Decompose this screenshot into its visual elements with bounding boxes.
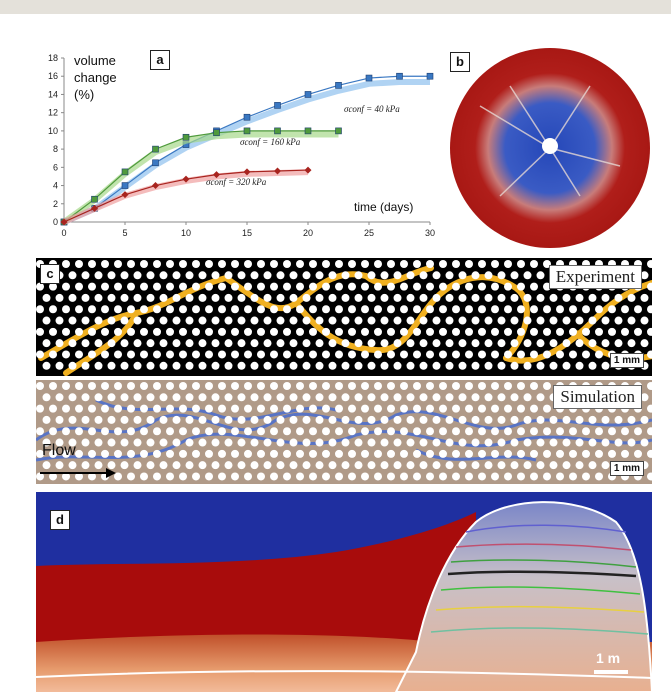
data-point xyxy=(397,73,403,79)
y-tick-label: 16 xyxy=(48,71,58,81)
panel-c-tag: c xyxy=(40,264,60,284)
experiment-label: Experiment xyxy=(549,265,642,289)
data-point xyxy=(336,128,342,134)
injection-hole xyxy=(542,138,558,154)
x-tick-label: 20 xyxy=(303,228,313,238)
panel-d-scale: 1 m xyxy=(596,650,620,666)
data-point xyxy=(122,183,128,189)
x-tick-label: 0 xyxy=(61,228,66,238)
ylabel-line3: (%) xyxy=(74,86,117,103)
x-axis-label: time (days) xyxy=(354,200,413,214)
panel-b-disk: b xyxy=(440,46,660,250)
panel-d-tag: d xyxy=(50,510,70,530)
y-tick-label: 4 xyxy=(53,181,58,191)
data-point xyxy=(366,75,372,81)
data-point xyxy=(92,196,98,202)
panel-a-tag: a xyxy=(150,50,170,70)
y-tick-label: 10 xyxy=(48,126,58,136)
data-point xyxy=(336,82,342,88)
annotation-40kpa: σconf = 40 kPa xyxy=(344,104,400,114)
data-point xyxy=(244,114,250,120)
subsurface-profile-image xyxy=(36,492,652,692)
data-point xyxy=(305,128,311,134)
ylabel-line1: volume xyxy=(74,52,117,69)
data-point xyxy=(427,73,433,79)
x-tick-label: 15 xyxy=(242,228,252,238)
simulation-scale-bar: 1 mm xyxy=(610,461,644,476)
panel-c-experiment: c Experiment 1 mm xyxy=(36,258,652,376)
panel-d-profile: d 1 m xyxy=(36,492,652,692)
data-point xyxy=(183,134,189,140)
data-point xyxy=(305,91,311,97)
y-tick-label: 2 xyxy=(53,199,58,209)
data-point xyxy=(244,128,250,134)
data-point xyxy=(122,169,128,175)
data-point xyxy=(275,102,281,108)
y-tick-label: 12 xyxy=(48,108,58,118)
y-tick-label: 18 xyxy=(48,53,58,63)
y-axis-label: volume change (%) xyxy=(74,52,117,103)
experiment-scale-bar: 1 mm xyxy=(610,353,644,368)
data-point xyxy=(214,130,220,136)
data-point xyxy=(275,128,281,134)
y-tick-label: 6 xyxy=(53,162,58,172)
panel-b-tag: b xyxy=(450,52,470,72)
y-tick-label: 14 xyxy=(48,89,58,99)
panel-c-simulation: Simulation 1 mm Flow xyxy=(36,380,652,484)
y-tick-label: 8 xyxy=(53,144,58,154)
fracture-disk-image xyxy=(440,46,660,250)
x-tick-label: 30 xyxy=(425,228,435,238)
flow-arrow-icon xyxy=(38,466,118,480)
annotation-160kpa: σconf = 160 kPa xyxy=(240,137,300,147)
annotation-320kpa: σconf = 320 kPa xyxy=(206,177,266,187)
x-tick-label: 10 xyxy=(181,228,191,238)
top-bar xyxy=(0,0,671,14)
flow-label: Flow xyxy=(42,442,76,460)
simulation-label: Simulation xyxy=(553,385,642,409)
y-tick-label: 0 xyxy=(53,217,58,227)
panel-a-chart: 0 5 10 15 20 25 30 0 2 4 6 8 10 12 14 16 18 a volume cha… xyxy=(36,44,442,254)
data-point xyxy=(153,146,159,152)
ylabel-line2: change xyxy=(74,69,117,86)
data-point xyxy=(153,160,159,166)
panel-d-scale-bar xyxy=(594,670,628,674)
x-tick-label: 25 xyxy=(364,228,374,238)
x-tick-label: 5 xyxy=(122,228,127,238)
